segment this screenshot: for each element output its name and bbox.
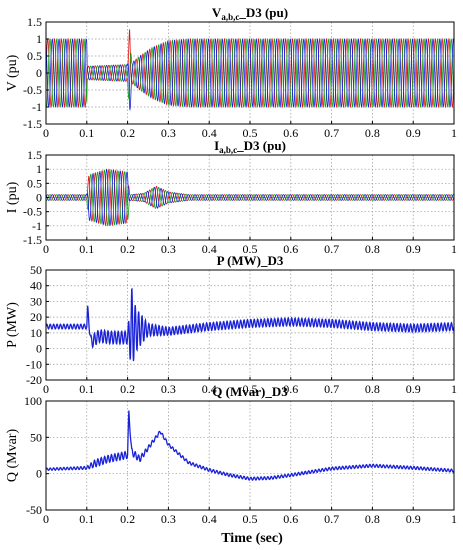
x-tick-label: 0.1 — [79, 512, 94, 526]
y-tick-label: 100 — [24, 394, 42, 408]
y-tick-label: 30 — [30, 294, 42, 308]
x-axis-label: Time (sec) — [221, 531, 283, 546]
x-tick-label: 0.2 — [120, 382, 135, 396]
y-tick-label: 50 — [30, 263, 42, 277]
plot-frame — [45, 400, 455, 511]
x-tick-label: 0.3 — [161, 242, 176, 256]
x-tick-label: 0.2 — [120, 512, 135, 526]
series-phase-a — [46, 168, 454, 227]
x-tick-label: 0.9 — [406, 382, 421, 396]
series-P — [46, 287, 454, 362]
chart-panel-2: 1.510.50-0.5-1-1.50 0.1 0.2 0.3 0.4 0.5 0.6 0.7… — [5, 138, 457, 256]
x-tick-label: 0.4 — [202, 382, 217, 396]
x-tick-label: 0.5 — [243, 126, 258, 140]
plot-area — [46, 287, 454, 362]
chart-title: Ia,b,c_D3 (pu) — [214, 138, 286, 155]
y-tick-label: 0.5 — [27, 49, 42, 63]
y-tick-label: -1.5 — [23, 117, 42, 131]
x-tick-label: 0.9 — [406, 512, 421, 526]
x-tick-label: 0.8 — [365, 512, 380, 526]
chart-panel-1: 1.510.50-0.5-1-1.50 0.1 0.2 0.3 0.4 0.5 0.6 0.7… — [5, 5, 457, 140]
y-axis-label: I (pu) — [5, 181, 20, 213]
y-tick-label: 1 — [36, 32, 42, 46]
y-tick-label: 20 — [30, 310, 42, 324]
x-tick-label: 0.1 — [79, 126, 94, 140]
y-tick-label: 10 — [30, 326, 42, 340]
plot-area — [46, 410, 454, 481]
x-tick-label: 0 — [43, 382, 49, 396]
x-tick-label: 0.4 — [202, 242, 217, 256]
x-tick-label: 0.6 — [283, 382, 298, 396]
x-tick-label: 0.9 — [406, 242, 421, 256]
series-phase-b — [46, 169, 454, 227]
x-tick-label: 0.4 — [202, 512, 217, 526]
x-tick-label: 0 — [43, 242, 49, 256]
series-phase-c — [46, 168, 454, 226]
x-tick-label: 0.2 — [120, 126, 135, 140]
y-tick-label: 0 — [36, 467, 42, 481]
y-tick-label: 1 — [36, 162, 42, 176]
x-tick-label: 0.5 — [243, 382, 258, 396]
y-tick-label: -20 — [26, 373, 42, 387]
x-tick-label: 0.8 — [365, 126, 380, 140]
x-tick-label: 0.8 — [365, 382, 380, 396]
plot-area — [46, 29, 454, 111]
x-tick-label: 0.3 — [161, 126, 176, 140]
x-tick-label: 0.8 — [365, 242, 380, 256]
x-tick-label: 1 — [451, 126, 457, 140]
x-tick-label: 0.5 — [243, 242, 258, 256]
y-axis-label: P (MW) — [5, 302, 20, 348]
y-tick-label: -1 — [32, 100, 42, 114]
chart-title: Q (Mvar)_D3 — [212, 384, 288, 399]
y-tick-label: -0.5 — [23, 205, 42, 219]
chart-title: P (MW)_D3 — [217, 253, 284, 268]
x-tick-label: 0.3 — [161, 382, 176, 396]
x-tick-label: 0.6 — [283, 126, 298, 140]
x-tick-label: 0.7 — [324, 126, 339, 140]
y-tick-label: 0 — [36, 342, 42, 356]
y-tick-label: -1.5 — [23, 233, 42, 247]
x-tick-label: 0.7 — [324, 242, 339, 256]
y-tick-label: 40 — [30, 279, 42, 293]
x-tick-label: 1 — [451, 512, 457, 526]
series-phase-b — [46, 38, 454, 108]
x-tick-label: 0.5 — [243, 512, 258, 526]
x-tick-label: 0 — [43, 126, 49, 140]
x-tick-label: 1 — [451, 242, 457, 256]
y-tick-label: -10 — [26, 357, 42, 371]
x-tick-label: 0.7 — [324, 382, 339, 396]
x-tick-label: 0.7 — [324, 512, 339, 526]
y-tick-label: -50 — [26, 503, 42, 517]
x-tick-label: 0.1 — [79, 242, 94, 256]
x-tick-label: 0.1 — [79, 382, 94, 396]
y-axis-label: V (pu) — [5, 54, 20, 91]
y-tick-label: 1.5 — [27, 15, 42, 29]
y-tick-label: -0.5 — [23, 83, 42, 97]
x-tick-label: 0.2 — [120, 242, 135, 256]
series-phase-a — [46, 29, 454, 109]
series-Q — [46, 410, 454, 481]
y-tick-label: 50 — [30, 430, 42, 444]
y-tick-label: 0 — [36, 66, 42, 80]
y-tick-label: 0.5 — [27, 176, 42, 190]
y-tick-label: 0 — [36, 191, 42, 205]
x-tick-label: 0.3 — [161, 512, 176, 526]
x-tick-label: 0.9 — [406, 126, 421, 140]
x-tick-label: 0.4 — [202, 126, 217, 140]
y-tick-label: 1.5 — [27, 148, 42, 162]
x-tick-label: 0.6 — [283, 512, 298, 526]
x-tick-label: 0 — [43, 512, 49, 526]
plot-area — [46, 168, 454, 227]
chart-title: Va,b,c_D3 (pu) — [212, 5, 288, 22]
x-tick-label: 0.6 — [283, 242, 298, 256]
y-axis-label: Q (Mvar) — [5, 429, 20, 483]
series-phase-c — [46, 38, 454, 111]
x-tick-label: 1 — [451, 382, 457, 396]
y-tick-label: -1 — [32, 219, 42, 233]
